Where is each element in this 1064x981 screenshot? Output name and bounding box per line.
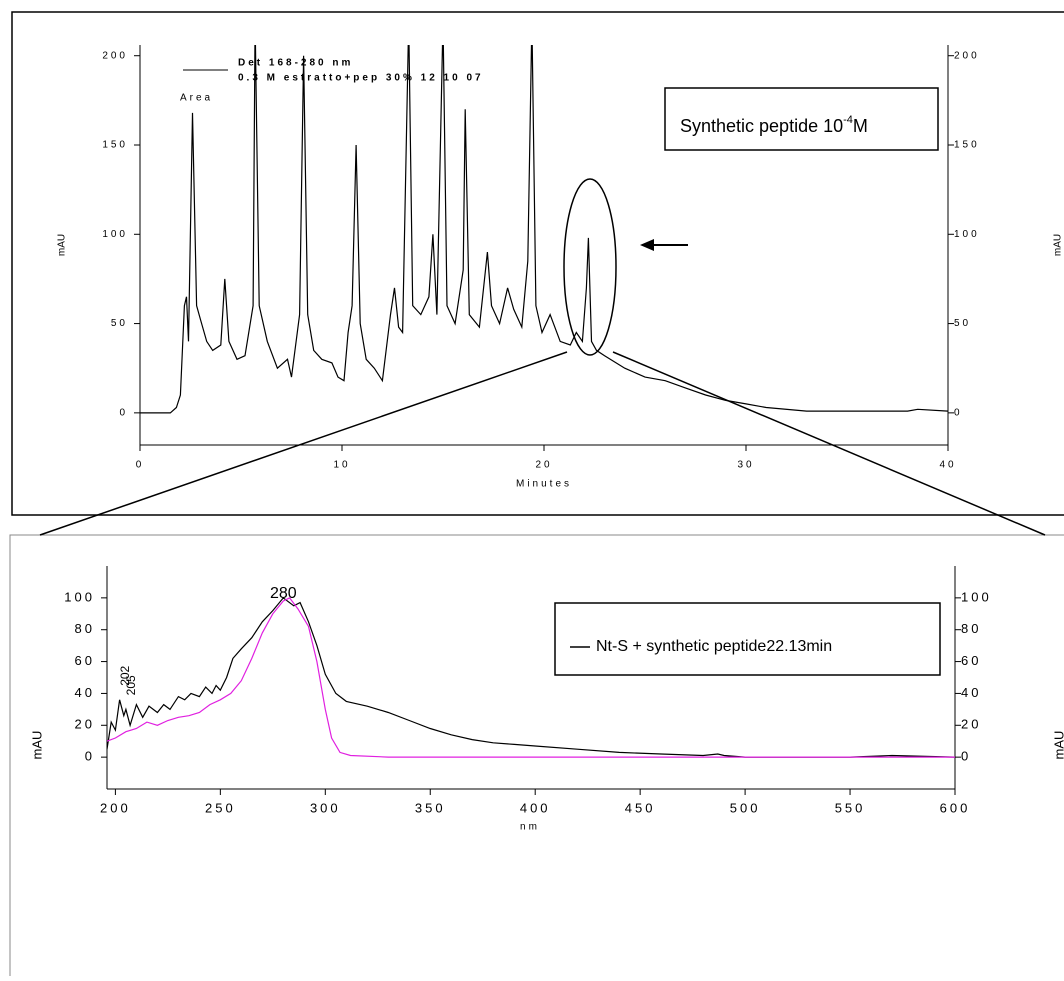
- y2-tick-label: 60: [961, 653, 981, 668]
- x-axis-title: nm: [520, 822, 540, 833]
- x-tick-label: 0: [136, 460, 145, 471]
- arrow-head: [640, 239, 654, 251]
- annotation: Synthetic peptide 10-4M: [680, 114, 868, 136]
- y2-tick-label: 40: [961, 685, 981, 700]
- legend-line: 0.3 M estratto+pep 30% 12 10 07: [238, 73, 484, 84]
- x-tick-label: 30: [737, 460, 754, 471]
- x-tick-label: 500: [730, 800, 761, 815]
- x-tick-label: 40: [939, 460, 956, 471]
- x-tick-label: 200: [100, 800, 131, 815]
- x-tick-label: 20: [535, 460, 552, 471]
- legend-line: Det 168-280 nm: [238, 58, 353, 69]
- y-axis-title: mAU: [29, 731, 44, 760]
- y2-tick-label: 0: [954, 407, 963, 418]
- y-tick-label: 0: [119, 407, 128, 418]
- y-tick-label: 0: [85, 749, 95, 764]
- x-tick-label: 450: [625, 800, 656, 815]
- peak-label: 205: [124, 675, 138, 695]
- series-line: [107, 597, 955, 758]
- x-tick-label: 300: [310, 800, 341, 815]
- plot-area: [107, 597, 955, 758]
- annotation-box: [664, 87, 939, 151]
- x-tick-label: 250: [205, 800, 236, 815]
- series-line: [107, 597, 955, 758]
- top-frame: [11, 11, 1064, 516]
- y2-tick-label: 100: [961, 589, 992, 604]
- y-tick-label: 100: [64, 589, 95, 604]
- y2-tick-label: 20: [961, 717, 981, 732]
- y2-axis-title: mAU: [1053, 234, 1064, 256]
- zoom-line: [39, 351, 568, 536]
- y-tick-label: 50: [111, 318, 128, 329]
- x-tick-label: 10: [333, 460, 350, 471]
- zoom-line: [612, 351, 1046, 536]
- y-tick-label: 60: [75, 653, 95, 668]
- y-axis-title: mAU: [57, 234, 68, 256]
- y2-tick-label: 0: [961, 749, 971, 764]
- y-tick-label: 100: [102, 229, 128, 240]
- y-tick-label: 200: [102, 50, 128, 61]
- x-tick-label: 550: [835, 800, 866, 815]
- x-tick-label: 600: [940, 800, 971, 815]
- y2-tick-label: 150: [954, 140, 980, 151]
- x-tick-label: 400: [520, 800, 551, 815]
- x-tick-label: 350: [415, 800, 446, 815]
- legend-text: Nt-S + synthetic peptide22.13min: [596, 638, 832, 655]
- y-tick-label: 20: [75, 717, 95, 732]
- highlight-ellipse: [563, 178, 617, 356]
- y2-axis-title: mAU: [1051, 731, 1064, 760]
- y-tick-label: 150: [102, 140, 128, 151]
- y2-tick-label: 50: [954, 318, 971, 329]
- x-axis-title: Minutes: [516, 479, 572, 490]
- y2-tick-label: 100: [954, 229, 980, 240]
- peak-label: 280: [270, 585, 297, 602]
- integration-label: Area: [180, 93, 213, 104]
- peak-label: 202: [118, 665, 132, 685]
- annotation-suffix: M: [853, 116, 868, 136]
- annotation-superscript: -4: [843, 114, 853, 126]
- annotation-text: Synthetic peptide 10: [680, 116, 843, 136]
- y-tick-label: 80: [75, 621, 95, 636]
- y2-tick-label: 80: [961, 621, 981, 636]
- legend-box: [554, 602, 941, 676]
- y2-tick-label: 200: [954, 50, 980, 61]
- series-line: [140, 45, 948, 414]
- plot-area: [140, 45, 948, 414]
- y-tick-label: 40: [75, 685, 95, 700]
